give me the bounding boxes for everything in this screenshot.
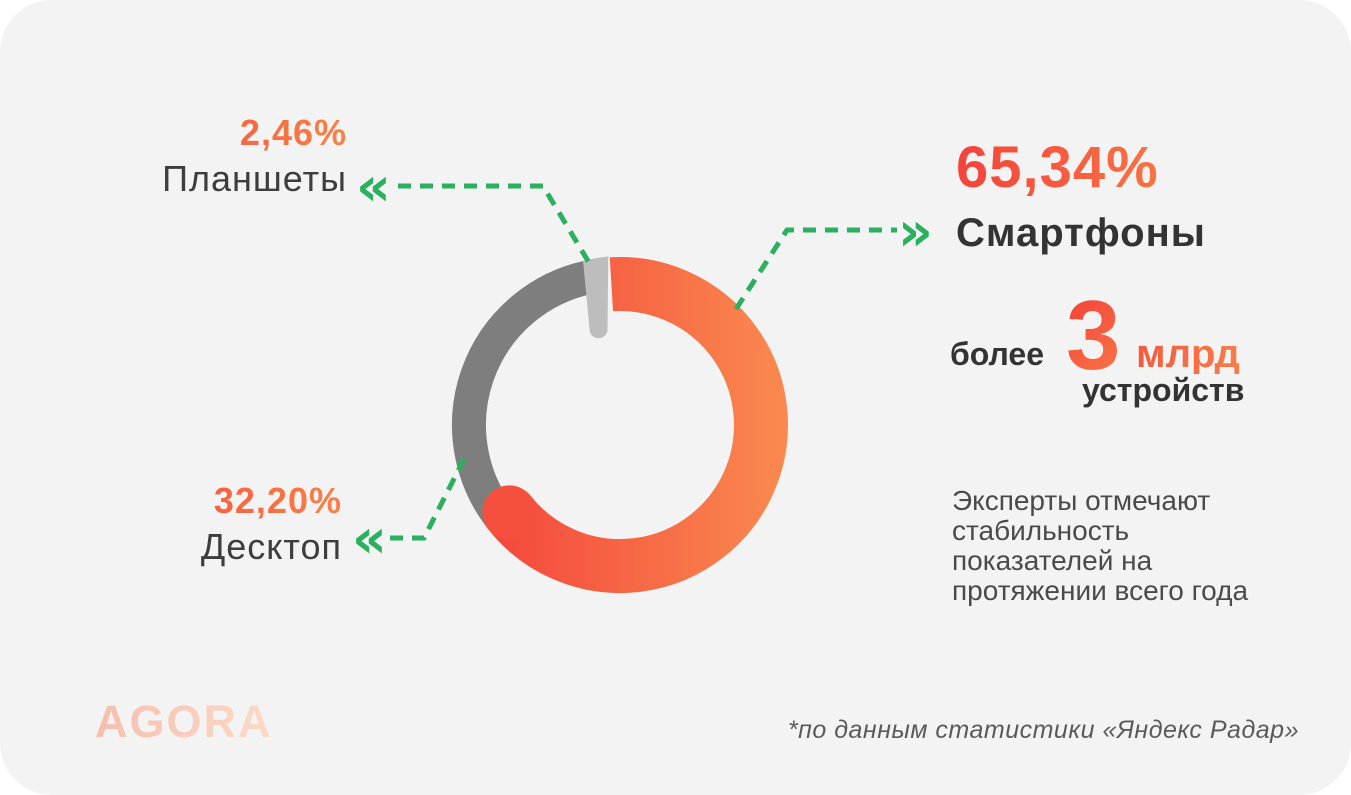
chevron-left-icon: «	[352, 507, 387, 570]
expert-note: Эксперты отмечают стабильность показател…	[952, 485, 1249, 606]
stat-number: 3	[1066, 280, 1121, 390]
smartphones-value: 65,34%	[956, 134, 1216, 201]
footnote: *по данным статистики «Яндекс Радар»	[787, 716, 1299, 744]
tablets-value: 2,46%	[85, 112, 347, 154]
agora-logo: AGORA	[95, 696, 273, 747]
stat-suffix: устройств	[1082, 372, 1245, 408]
desktop-value: 32,20%	[85, 480, 342, 522]
callout-smartphones: 65,34% Смартфоны	[956, 134, 1216, 256]
smartphones-label: Смартфоны	[956, 211, 1206, 255]
chevron-right-icon: »	[898, 200, 933, 263]
tablets-label: Планшеты	[162, 158, 347, 199]
callout-desktop: 32,20% Десктоп	[85, 480, 342, 568]
desktop-label: Десктоп	[200, 526, 342, 567]
stat-unit: млрд	[1136, 332, 1240, 376]
callout-tablets: 2,46% Планшеты	[85, 112, 347, 200]
chevron-left-icon: «	[356, 155, 391, 218]
stat-prefix: более	[950, 336, 1045, 372]
